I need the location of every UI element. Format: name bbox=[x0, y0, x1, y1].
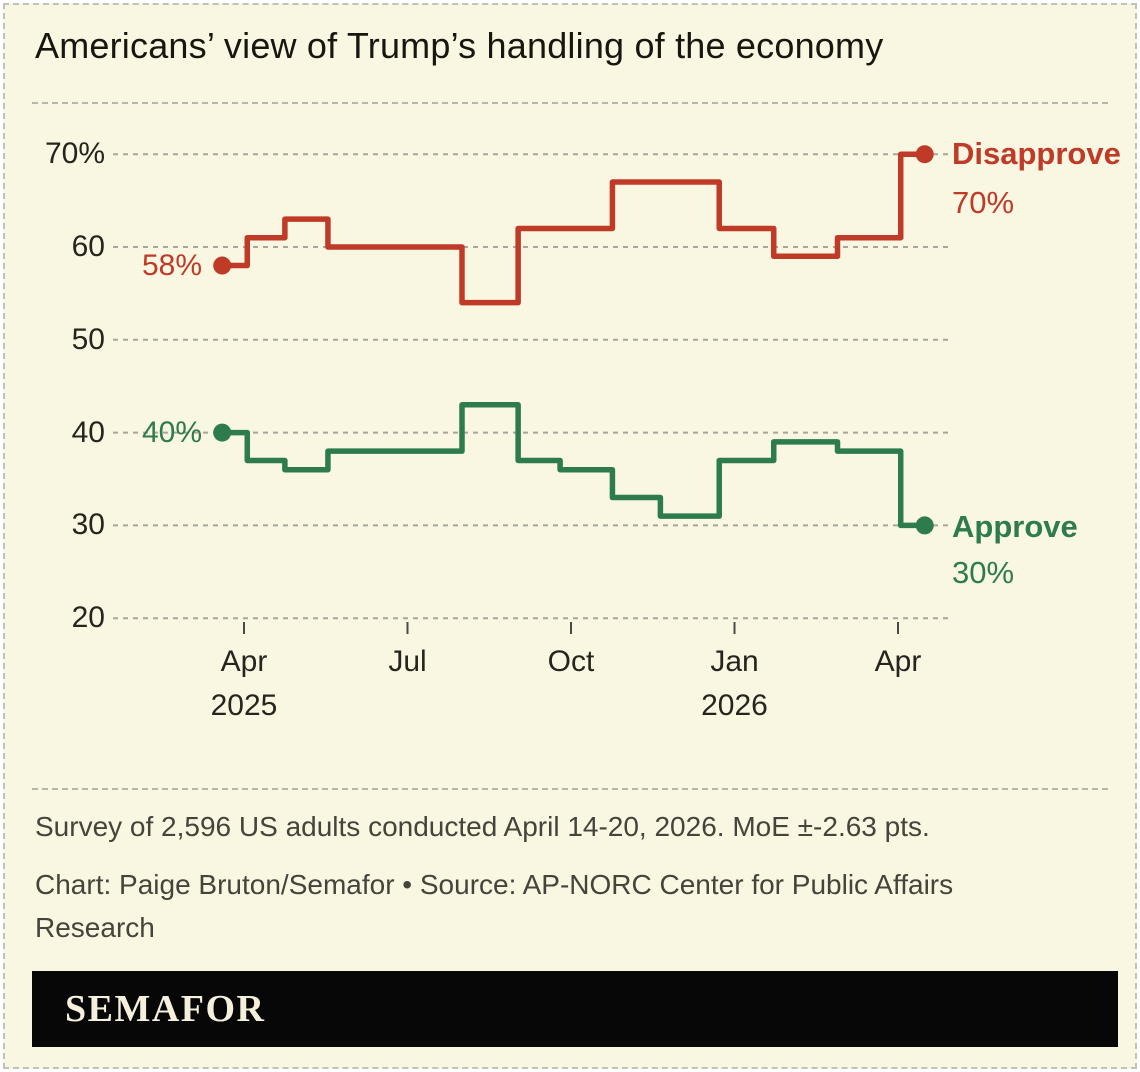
title-separator bbox=[32, 102, 1108, 104]
y-axis-label: 60 bbox=[71, 230, 105, 263]
approve-start-dot bbox=[213, 423, 232, 442]
y-axis-label: 20 bbox=[71, 601, 105, 635]
disapprove-start-dot bbox=[213, 256, 232, 275]
disapprove-line bbox=[222, 151, 925, 306]
survey-note: Survey of 2,596 US adults conducted Apri… bbox=[35, 811, 930, 842]
approve-start-value: 40% bbox=[141, 416, 202, 449]
credit-line: Chart: Paige Bruton/Semafor • Source: AP… bbox=[35, 869, 954, 944]
y-axis-label: 40 bbox=[71, 415, 105, 449]
x-axis-label: Jul bbox=[388, 645, 427, 678]
y-axis-label: 70% bbox=[44, 137, 105, 171]
x-axis-year-label: 2026 bbox=[701, 689, 768, 722]
x-axis-label: Oct bbox=[547, 645, 595, 678]
approve-end-dot bbox=[915, 516, 934, 535]
semafor-logo-bar: SEMAFOR bbox=[32, 971, 1118, 1047]
approve-line bbox=[222, 402, 925, 529]
disapprove-end-value: 70% bbox=[952, 185, 1015, 220]
x-axis-year-label: 2025 bbox=[210, 689, 278, 722]
disapprove-start-value: 58% bbox=[141, 249, 202, 282]
x-axis-label: Apr bbox=[874, 645, 922, 678]
disapprove-end-dot bbox=[915, 145, 934, 164]
disapprove-series-label: Disapprove bbox=[952, 136, 1121, 171]
card-dashed-border: Americans’ view of Trump’s handling of t… bbox=[3, 3, 1137, 1069]
approve-series-label: Approve bbox=[952, 509, 1078, 544]
footer-separator bbox=[32, 788, 1108, 790]
chart-title: Americans’ view of Trump’s handling of t… bbox=[35, 25, 884, 66]
y-axis-label: 50 bbox=[71, 322, 105, 356]
y-axis-label: 30 bbox=[71, 508, 105, 542]
x-axis-label: Apr bbox=[220, 645, 268, 678]
semafor-wordmark: SEMAFOR bbox=[65, 988, 266, 1030]
x-axis-label: Jan bbox=[710, 645, 759, 678]
approve-end-value: 30% bbox=[952, 555, 1015, 590]
